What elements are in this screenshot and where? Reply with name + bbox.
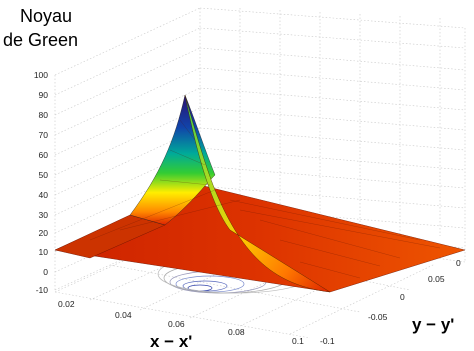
- y-tick: 0.05: [428, 274, 445, 284]
- y-tick: 0: [456, 258, 461, 268]
- y-tick: -0.1: [320, 336, 335, 346]
- chart-title-line-2: de Green: [3, 30, 78, 50]
- y-tick: 0: [400, 292, 405, 302]
- x-tick: 0.02: [58, 299, 75, 309]
- y-tick: -0.05: [368, 312, 388, 322]
- z-tick-labels: 100 90 80 70 60 50 40 30 20 10 0 -10: [34, 70, 48, 295]
- chart-title-line-1: Noyau: [20, 6, 72, 26]
- z-tick: 20: [39, 228, 49, 238]
- z-tick: 0: [43, 267, 48, 277]
- z-tick: 60: [39, 150, 49, 160]
- z-tick: 50: [39, 170, 49, 180]
- y-axis-label: y − y': [412, 315, 454, 334]
- x-tick-labels: 0.02 0.04 0.06 0.08 0.1: [58, 299, 304, 346]
- z-tick: -10: [36, 285, 49, 295]
- z-tick: 100: [34, 70, 48, 80]
- x-axis-label: x − x': [150, 332, 192, 351]
- x-tick: 0.1: [292, 336, 304, 346]
- z-tick: 80: [39, 110, 49, 120]
- z-tick: 10: [39, 247, 49, 257]
- z-tick: 40: [39, 190, 49, 200]
- z-tick: 90: [39, 90, 49, 100]
- surface-front-slope: [184, 94, 331, 293]
- back-wall-grid: [54, 7, 466, 339]
- x-tick: 0.06: [168, 319, 185, 329]
- z-tick: 30: [39, 210, 49, 220]
- surface: [54, 94, 466, 293]
- x-tick: 0.08: [228, 327, 245, 337]
- x-tick: 0.04: [115, 310, 132, 320]
- z-tick: 70: [39, 130, 49, 140]
- y-tick-labels: -0.1 -0.05 0 0.05 0: [320, 258, 461, 346]
